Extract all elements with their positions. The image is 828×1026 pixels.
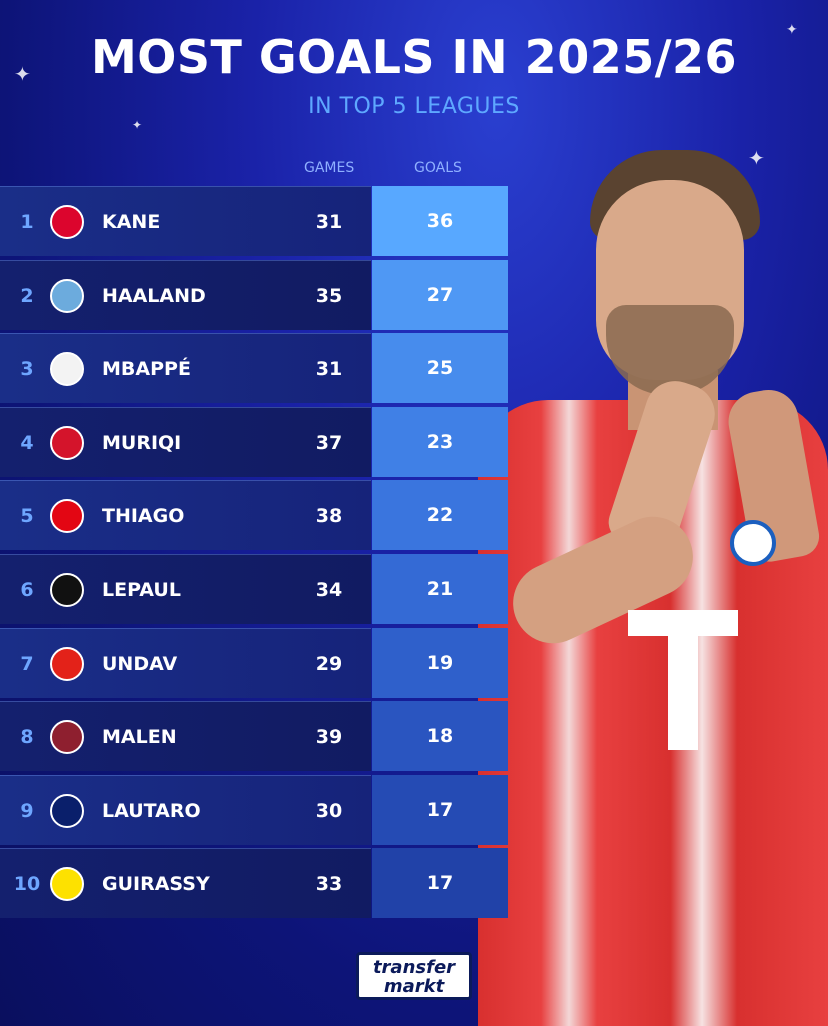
goals-cell: 17 — [372, 774, 508, 845]
goals-cell: 19 — [372, 627, 508, 698]
rank-number: 8 — [20, 726, 34, 749]
player-name: THIAGO — [102, 505, 185, 528]
rennes-crest-icon — [50, 572, 84, 607]
sparkle-icon: ✦ — [748, 146, 765, 170]
ranking-table: 1 KANE 31 36 2 HAALAND 35 27 3 MBAPPÉ 31 25 4 MURIQI 3… — [0, 186, 510, 922]
table-row: 9 LAUTARO 30 17 — [0, 774, 510, 849]
rank-number: 9 — [20, 799, 34, 822]
games-value: 34 — [315, 578, 343, 601]
rank-number: 5 — [20, 505, 34, 528]
player-name: LAUTARO — [102, 799, 201, 822]
rank-number: 10 — [13, 873, 41, 896]
games-value: 37 — [315, 431, 343, 454]
goals-cell: 21 — [372, 553, 508, 624]
real-madrid-crest-icon — [50, 352, 84, 387]
goals-cell: 36 — [372, 186, 508, 256]
row-info-cell: 7 UNDAV 29 — [0, 627, 371, 698]
brentford-crest-icon — [50, 499, 84, 534]
goals-value: 19 — [426, 651, 454, 674]
games-value: 31 — [315, 211, 343, 233]
table-row: 3 MBAPPÉ 31 25 — [0, 333, 510, 407]
goals-value: 21 — [426, 577, 454, 600]
sparkle-icon: ✦ — [132, 118, 143, 132]
row-info-cell: 5 THIAGO 38 — [0, 480, 371, 551]
rank-number: 6 — [20, 578, 34, 601]
player-name: GUIRASSY — [102, 873, 210, 896]
goals-cell: 25 — [372, 333, 508, 404]
player-name: MURIQI — [102, 431, 182, 454]
page-subtitle: IN TOP 5 LEAGUES — [308, 94, 520, 119]
man-city-crest-icon — [50, 278, 84, 313]
table-row: 7 UNDAV 29 19 — [0, 627, 510, 702]
games-value: 30 — [315, 799, 343, 822]
transfermarkt-logo: transfer markt — [356, 952, 472, 1000]
games-value: 29 — [315, 652, 343, 675]
rank-number: 4 — [20, 431, 34, 454]
goals-cell: 27 — [372, 259, 508, 330]
games-value: 33 — [315, 873, 343, 896]
table-row: 10 GUIRASSY 33 17 — [0, 848, 510, 922]
table-row: 2 HAALAND 35 27 — [0, 259, 510, 334]
goals-cell: 23 — [372, 406, 508, 477]
stuttgart-crest-icon — [50, 646, 84, 681]
row-info-cell: 8 MALEN 39 — [0, 701, 371, 772]
goals-value: 25 — [426, 357, 454, 380]
row-info-cell: 1 KANE 31 — [0, 186, 371, 256]
inter-crest-icon — [50, 793, 84, 828]
goals-value: 17 — [426, 798, 454, 821]
player-name: KANE — [102, 211, 161, 233]
goals-cell: 18 — [372, 701, 508, 772]
player-name: HAALAND — [102, 284, 206, 307]
games-value: 35 — [315, 284, 343, 307]
row-info-cell: 10 GUIRASSY 33 — [0, 848, 371, 919]
games-column-header: GAMES — [304, 160, 355, 176]
table-header: GAMES GOALS — [0, 160, 508, 180]
goals-value: 36 — [426, 210, 454, 232]
player-name: MBAPPÉ — [102, 358, 191, 381]
table-row: 4 MURIQI 37 23 — [0, 406, 510, 481]
table-row: 6 LEPAUL 34 21 — [0, 553, 510, 628]
goals-value: 23 — [426, 430, 454, 453]
goals-column-header: GOALS — [414, 160, 462, 176]
goals-value: 18 — [426, 725, 454, 748]
goals-cell: 22 — [372, 480, 508, 551]
goals-cell: 17 — [372, 848, 508, 919]
rank-number: 7 — [20, 652, 34, 675]
table-row: 5 THIAGO 38 22 — [0, 480, 510, 554]
player-photo — [478, 140, 828, 1026]
goals-value: 22 — [426, 504, 454, 527]
mallorca-crest-icon — [50, 425, 84, 460]
row-info-cell: 6 LEPAUL 34 — [0, 553, 371, 624]
player-name: LEPAUL — [102, 578, 181, 601]
games-value: 39 — [315, 726, 343, 749]
rank-number: 1 — [20, 211, 34, 233]
row-info-cell: 2 HAALAND 35 — [0, 259, 371, 330]
sparkle-icon: ✦ — [786, 22, 798, 38]
games-value: 31 — [315, 358, 343, 381]
goals-value: 27 — [426, 283, 454, 306]
sparkle-icon: ✦ — [14, 62, 31, 86]
rank-number: 3 — [20, 358, 34, 381]
goals-value: 17 — [426, 872, 454, 895]
row-info-cell: 9 LAUTARO 30 — [0, 774, 371, 845]
table-row: 8 MALEN 39 18 — [0, 701, 510, 775]
games-value: 38 — [315, 505, 343, 528]
rank-number: 2 — [20, 284, 34, 307]
roma-crest-icon — [50, 720, 84, 755]
row-info-cell: 4 MURIQI 37 — [0, 406, 371, 477]
bayern-crest-icon — [50, 205, 84, 239]
page-title: MOST GOALS IN 2025/26 — [90, 30, 738, 84]
row-info-cell: 3 MBAPPÉ 31 — [0, 333, 371, 404]
player-name: MALEN — [102, 726, 177, 749]
dortmund-crest-icon — [50, 867, 84, 902]
table-row: 1 KANE 31 36 — [0, 186, 510, 260]
player-name: UNDAV — [102, 652, 178, 675]
